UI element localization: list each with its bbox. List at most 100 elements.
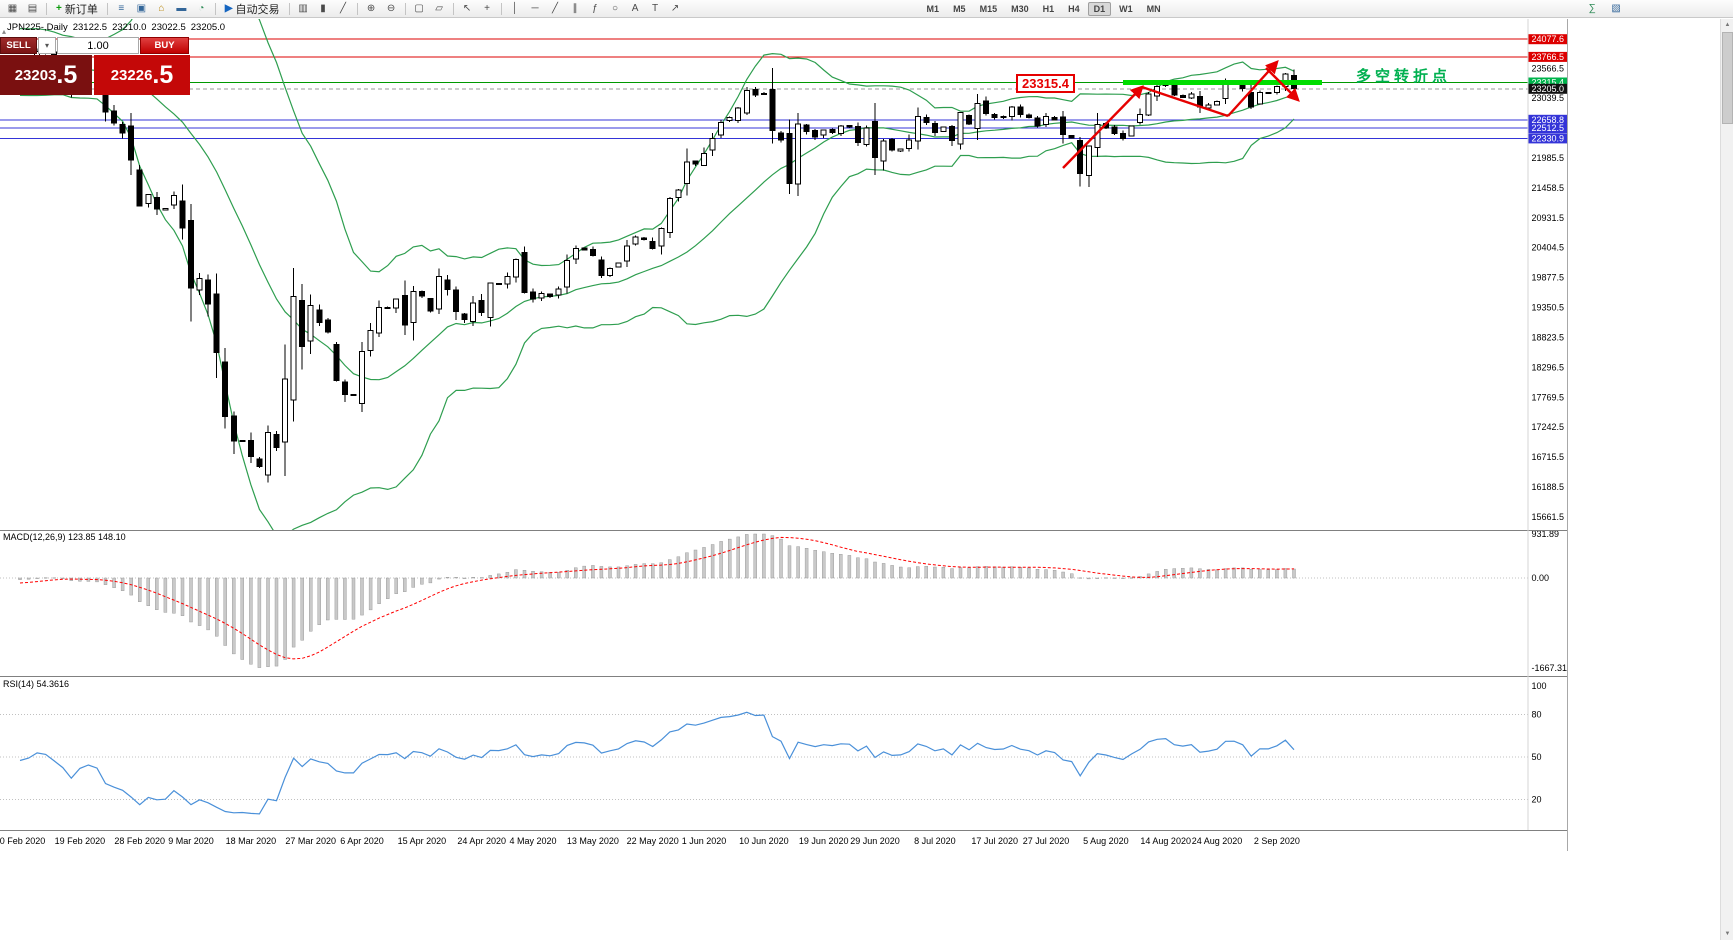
crosshair-icon: + <box>484 3 490 14</box>
terminal-icon[interactable]: ▬ <box>172 1 191 16</box>
vertical-line-icon[interactable]: │ <box>506 1 525 16</box>
trendline-icon[interactable]: ╱ <box>546 1 565 16</box>
timeframe-button-M15[interactable]: M15 <box>979 3 998 14</box>
macd-histogram-bar <box>1292 568 1296 579</box>
price-chart-svg[interactable]: 23566.5 23039.5 21985.5 21458.5 20931.5 20404… <box>0 19 1568 851</box>
timeframe-button-W1[interactable]: W1 <box>1119 3 1133 14</box>
candle-body <box>436 276 442 310</box>
price-scale-label: 17242.5 <box>1532 422 1565 432</box>
macd-histogram-bar <box>1172 568 1177 579</box>
candle-body <box>1000 116 1007 119</box>
bollinger-upper-band[interactable] <box>19 19 1295 273</box>
candle-body <box>675 189 682 199</box>
scrollbar-thumb[interactable] <box>1722 32 1733 124</box>
sell-price-display[interactable]: 23203.5 <box>0 55 92 95</box>
timeframe-button-H4[interactable]: H4 <box>1068 3 1080 14</box>
candle-body <box>1068 135 1075 139</box>
candle-body <box>914 116 921 142</box>
candle-body <box>1248 92 1255 108</box>
candle-body <box>1043 116 1049 125</box>
new-chart-icon[interactable]: ▦ <box>3 1 22 16</box>
vertical-scrollbar[interactable]: ▲ ▼ <box>1720 19 1733 940</box>
templates-icon[interactable]: ▧ <box>1607 1 1626 16</box>
candle-body <box>1145 93 1152 116</box>
macd-histogram-bar <box>993 566 997 579</box>
volume-dropdown-icon[interactable]: ▾ <box>38 37 56 54</box>
price-scale-label: 23039.5 <box>1532 93 1565 103</box>
navigator-icon[interactable]: ⌂ <box>152 1 171 16</box>
candle-body <box>444 279 451 290</box>
macd-histogram-bar <box>710 544 715 579</box>
trend-arrow[interactable] <box>1062 85 1144 169</box>
line-chart-icon[interactable]: ╱ <box>334 1 353 16</box>
indicators-list-icon[interactable]: ∑ <box>1583 1 1602 16</box>
candle-body <box>188 220 194 289</box>
main-toolbar: ▦ ▤ + 新订单 ≡ ▣ ⌂ ▬ ◔ ▶ 自动交易 ▥ ▮ ╱ ⊕ ⊖ ▢ ▱ ↖ + │ ─ ╱ ∥ ƒ ○ A T ↗ M1 M5 M1… <box>0 0 1733 18</box>
scroll-down-icon[interactable]: ▼ <box>1724 931 1731 937</box>
timeframe-button-D1[interactable]: D1 <box>1087 1 1112 16</box>
scroll-up-icon[interactable]: ▲ <box>1724 22 1731 28</box>
date-axis-label: 19 Feb 2020 <box>55 836 106 846</box>
candle-body <box>854 126 861 143</box>
buy-price-display[interactable]: 23226.5 <box>94 55 190 95</box>
trend-arrow[interactable] <box>1265 67 1300 102</box>
chart-area[interactable]: 23566.5 23039.5 21985.5 21458.5 20931.5 20404… <box>0 19 1568 851</box>
macd-histogram-bar <box>864 558 869 579</box>
tile-windows-icon: ▢ <box>414 3 424 14</box>
macd-histogram-bar <box>52 577 56 579</box>
timeframe-button-M30[interactable]: M30 <box>1011 3 1029 14</box>
macd-histogram-bar <box>693 549 698 579</box>
candle-body <box>470 302 477 322</box>
rsi-pane[interactable]: 100 80 50 20 <box>0 681 1547 815</box>
macd-histogram-bar <box>1215 569 1219 579</box>
cascade-windows-icon[interactable]: ▱ <box>430 1 449 16</box>
price-scale[interactable]: 23566.5 23039.5 21985.5 21458.5 20931.5 20404… <box>1528 34 1568 522</box>
candles-layer <box>17 48 1297 483</box>
collapse-trade-panel-icon[interactable]: ▴ <box>2 27 7 36</box>
macd-histogram-bar <box>377 577 381 604</box>
bollinger-middle-band[interactable] <box>19 61 1295 381</box>
bollinger-lower-band[interactable] <box>19 94 1295 537</box>
crosshair-icon[interactable]: + <box>478 1 497 16</box>
macd-histogram-bar <box>907 567 911 579</box>
candlestick-chart-icon[interactable]: ▮ <box>314 1 333 16</box>
trend-arrows[interactable] <box>1062 60 1300 169</box>
volume-input[interactable] <box>57 37 139 54</box>
price-pane[interactable] <box>0 19 1528 536</box>
data-window-icon[interactable]: ▣ <box>132 1 151 16</box>
timeframe-button-M5[interactable]: M5 <box>953 3 966 14</box>
sell-button[interactable]: SELL <box>0 37 37 54</box>
market-watch-icon[interactable]: ≡ <box>112 1 131 16</box>
channel-icon[interactable]: ∥ <box>566 1 585 16</box>
macd-pane[interactable]: 931.89 0.00 -1667.31 <box>0 529 1567 673</box>
bar-chart-icon[interactable]: ▥ <box>294 1 313 16</box>
auto-trading-button[interactable]: ▶ 自动交易 <box>220 1 285 17</box>
fibonacci-icon[interactable]: ƒ <box>586 1 605 16</box>
arrows-icon[interactable]: ↗ <box>666 1 685 16</box>
text-label-icon[interactable]: T <box>646 1 665 16</box>
zoom-in-icon[interactable]: ⊕ <box>362 1 381 16</box>
zoom-out-icon[interactable]: ⊖ <box>382 1 401 16</box>
shapes-icon[interactable]: ○ <box>606 1 625 16</box>
timeframe-button-M1[interactable]: M1 <box>926 3 940 14</box>
text-icon[interactable]: A <box>626 1 645 16</box>
rsi-indicator-label: RSI(14) 54.3616 <box>3 679 70 689</box>
profiles-icon[interactable]: ▤ <box>23 1 42 16</box>
strategy-tester-icon[interactable]: ◔ <box>192 1 211 16</box>
candle-body <box>376 306 383 334</box>
tile-windows-icon[interactable]: ▢ <box>410 1 429 16</box>
timeframe-button-MN[interactable]: MN <box>1146 3 1161 14</box>
cursor-icon[interactable]: ↖ <box>458 1 477 16</box>
date-axis-label: 28 Feb 2020 <box>114 836 165 846</box>
macd-histogram-bar <box>1052 570 1057 579</box>
buy-button[interactable]: BUY <box>140 37 189 54</box>
trend-arrow[interactable] <box>1141 85 1229 118</box>
timeframe-button-H1[interactable]: H1 <box>1042 3 1055 14</box>
new-order-button[interactable]: + 新订单 <box>51 1 103 17</box>
level-price-annotation[interactable]: 23315.4 <box>1016 74 1075 93</box>
sell-price-frac: .5 <box>56 60 78 89</box>
toolbar-separator <box>500 2 502 15</box>
horizontal-line-icon[interactable]: ─ <box>526 1 545 16</box>
vertical-line-icon: │ <box>511 3 519 14</box>
